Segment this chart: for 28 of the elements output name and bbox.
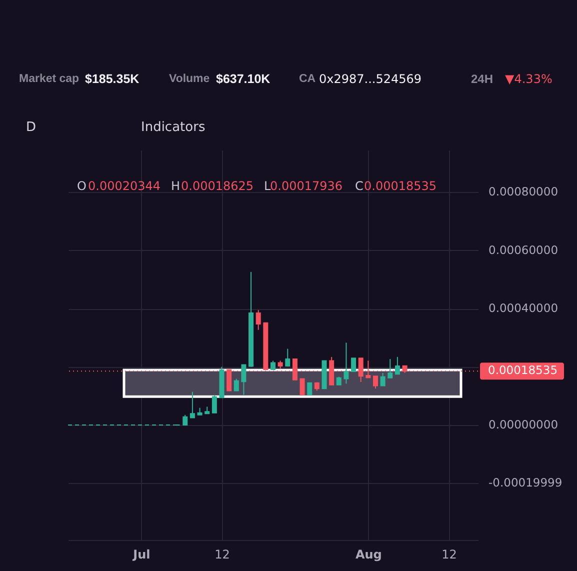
y-tick-label: -0.00019999 [488,476,562,490]
y-tick-label: 0.00080000 [488,184,558,199]
annotation: H [171,179,180,193]
y-tick-label: 0.00040000 [488,301,558,316]
x-tick-label: Aug [355,548,382,562]
text: 0x2987...524569 [319,72,422,86]
annotation: 0.00017936 [270,179,343,193]
ref-line-label: 0.00018535 [488,363,558,378]
text: ▼4.33% [505,72,552,86]
annotation: O [77,179,86,193]
x-tick-label: Jul [132,548,150,562]
annotation: 0.00018535 [364,179,437,193]
text: 24H [471,72,494,86]
x-tick-label: 12 [442,548,457,562]
text: $637.10K [216,72,270,86]
text: CA [299,73,316,85]
annotation: L [264,179,271,193]
annotation: C [355,179,364,193]
text: Volume [169,73,210,85]
text: D [26,120,36,135]
text: Market cap [19,73,80,85]
x-tick-label: 12 [214,548,230,562]
y-tick-label: 0.00000000 [488,418,558,432]
annotation: 0.00018625 [181,179,254,193]
text: $185.35K [85,72,140,86]
text: Indicators [141,120,206,135]
y-tick-label: 0.00060000 [488,242,558,257]
annotation: 0.00020344 [88,179,161,193]
